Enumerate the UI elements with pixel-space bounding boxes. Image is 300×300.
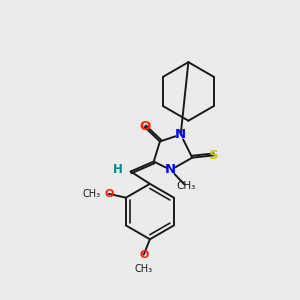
Text: H: H [112,163,122,176]
Text: N: N [175,128,186,141]
Text: N: N [165,164,176,176]
Text: S: S [209,149,219,162]
Text: CH₃: CH₃ [83,189,101,199]
Text: CH₃: CH₃ [135,263,153,274]
Text: CH₃: CH₃ [176,181,196,191]
Text: O: O [104,189,114,199]
Text: O: O [139,120,150,134]
Text: O: O [139,250,148,260]
